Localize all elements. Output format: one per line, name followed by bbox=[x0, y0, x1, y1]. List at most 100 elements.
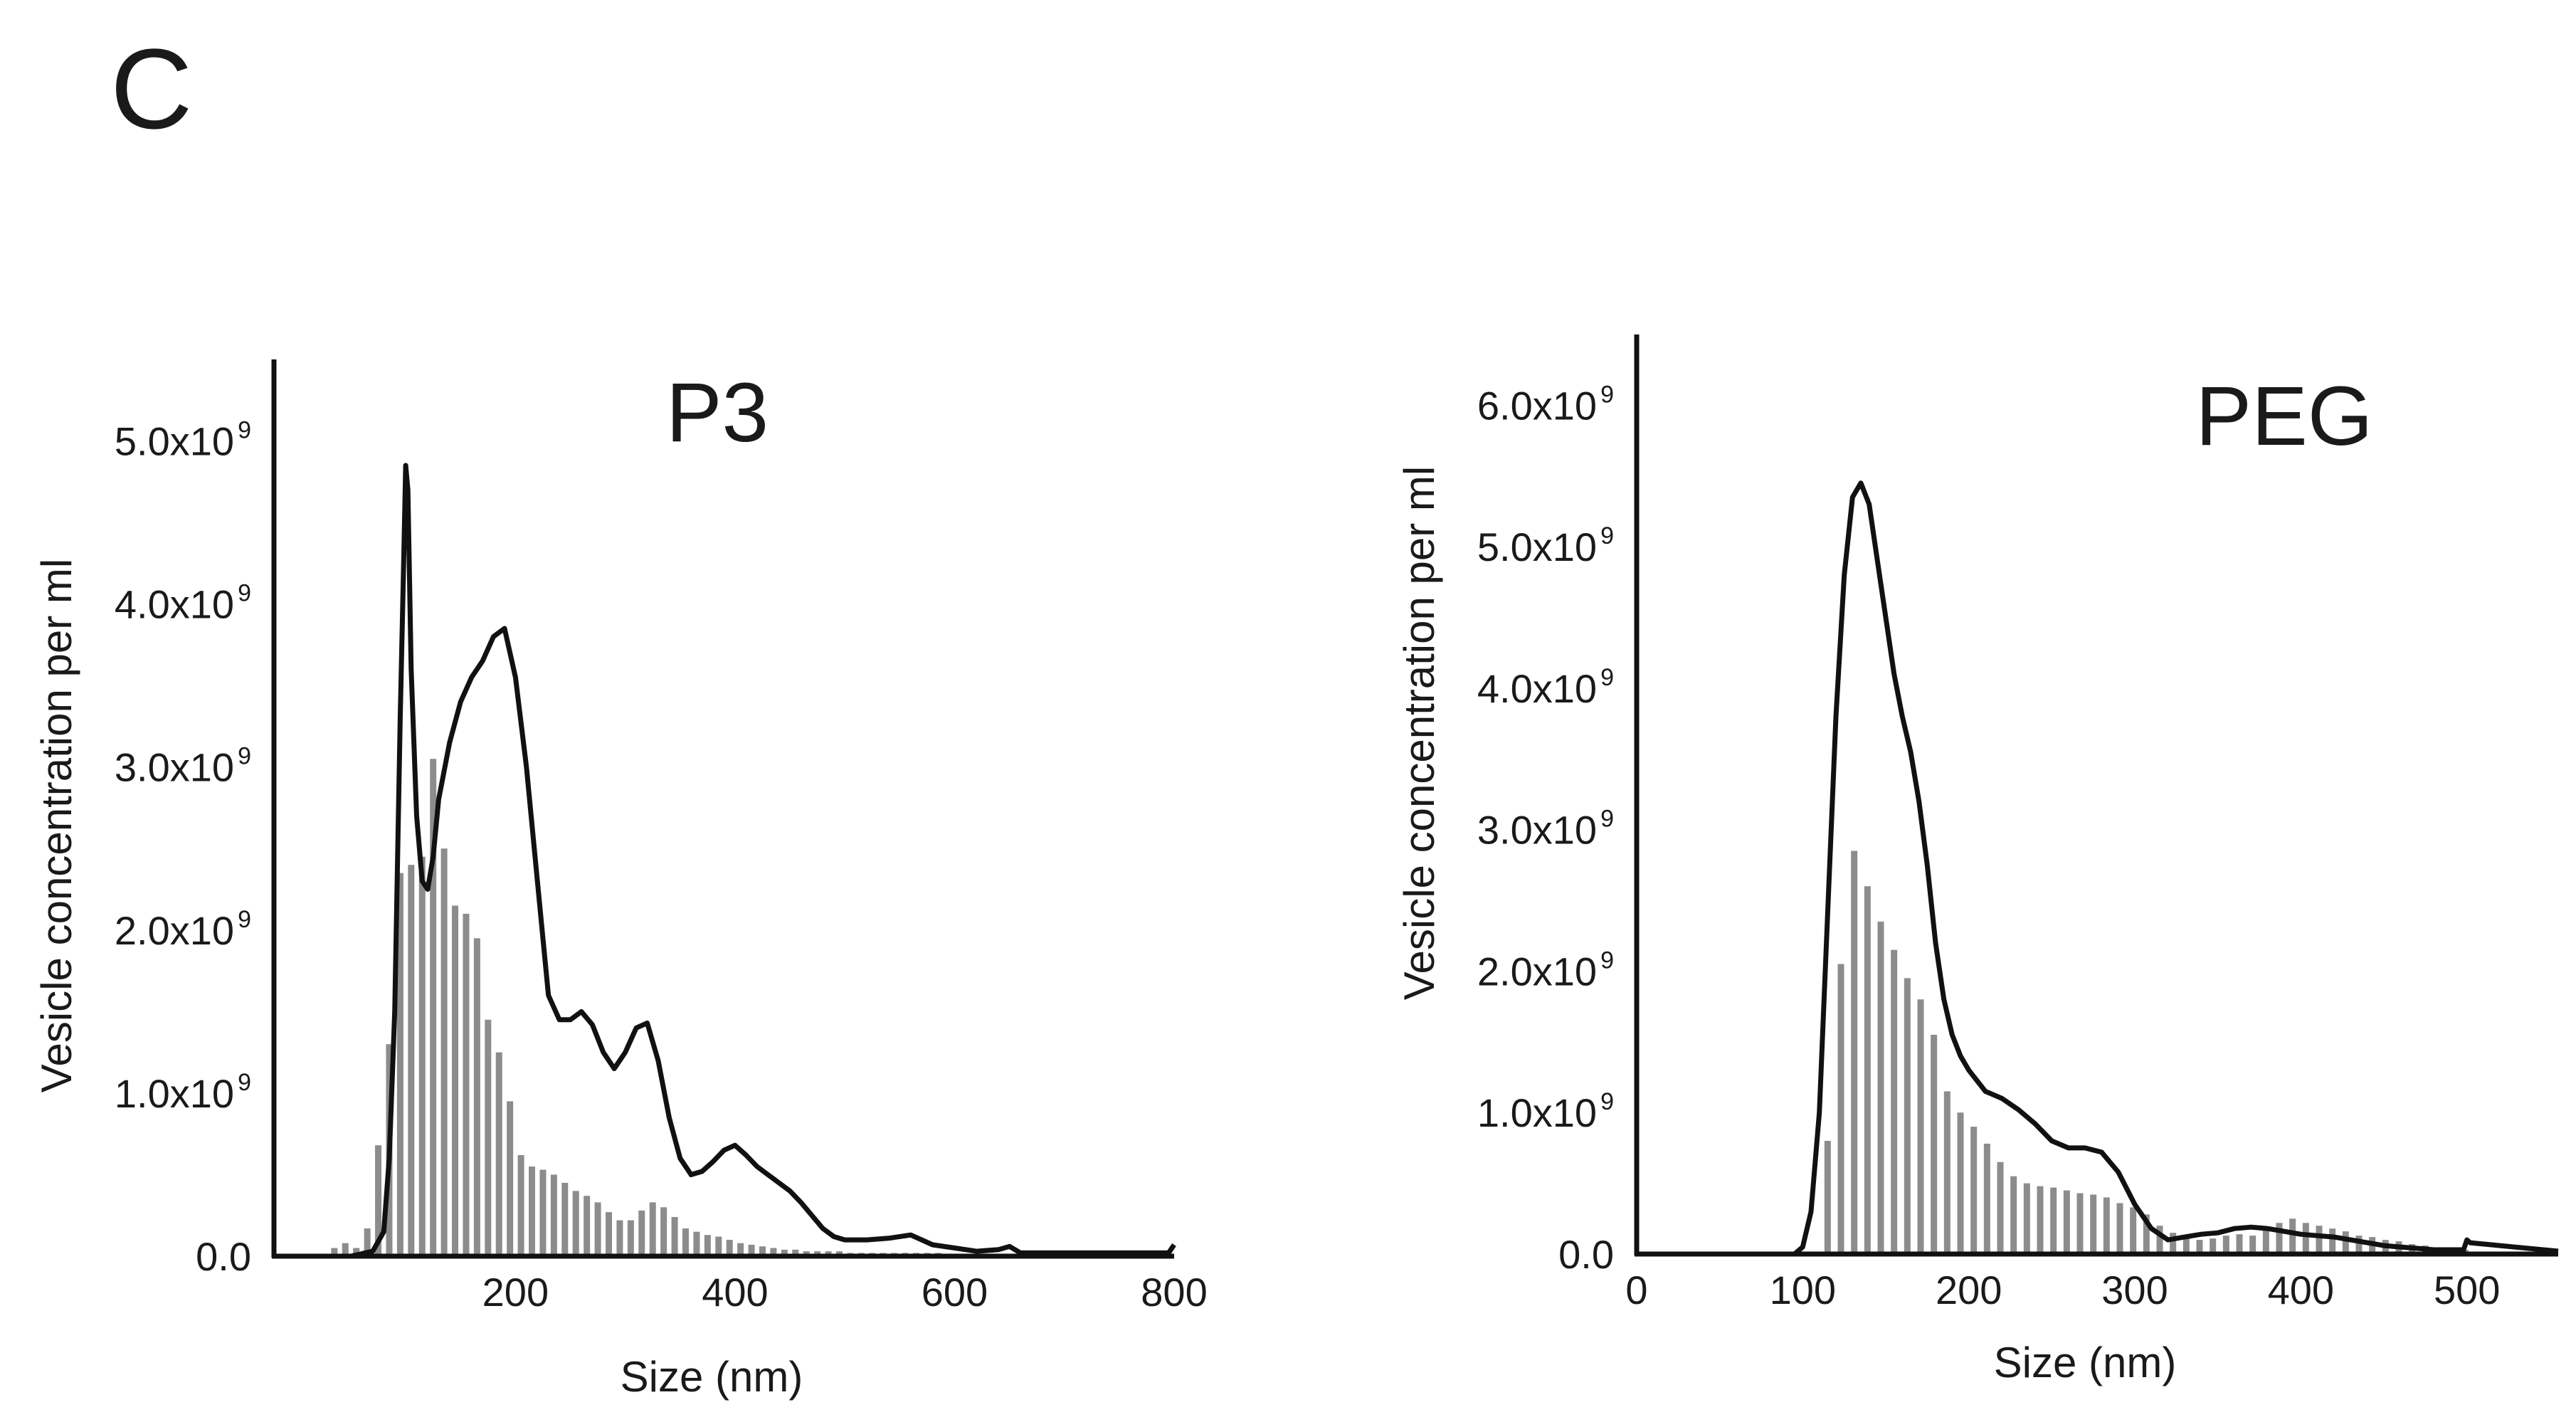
bar bbox=[627, 1220, 634, 1256]
bar bbox=[2010, 1176, 2017, 1254]
bar bbox=[2355, 1236, 2363, 1254]
y-tick-exponent: 9 bbox=[238, 906, 251, 933]
y-tick-exponent: 9 bbox=[238, 417, 251, 444]
y-tick-label: 4.0x10 bbox=[1477, 666, 1597, 711]
x-axis-label: Size (nm) bbox=[1994, 1339, 2177, 1386]
bar bbox=[2249, 1236, 2256, 1254]
bar bbox=[2316, 1226, 2323, 1254]
bar bbox=[440, 848, 448, 1256]
bar bbox=[2130, 1207, 2137, 1254]
bar bbox=[418, 856, 426, 1256]
bar bbox=[704, 1235, 711, 1256]
bar bbox=[2196, 1240, 2203, 1254]
bar bbox=[2076, 1193, 2084, 1254]
bar bbox=[485, 1019, 492, 1256]
bar bbox=[682, 1228, 690, 1256]
y-axis-label: Vesicle concentration per ml bbox=[1395, 466, 1443, 1000]
bar bbox=[770, 1248, 777, 1256]
y-tick-label: 3.0x10 bbox=[115, 745, 234, 790]
y-tick-label: 5.0x10 bbox=[115, 419, 234, 464]
bar bbox=[2116, 1203, 2123, 1254]
line-series bbox=[1637, 480, 2559, 1257]
bar bbox=[2276, 1223, 2283, 1254]
bar bbox=[2170, 1233, 2177, 1254]
bar bbox=[2329, 1228, 2336, 1254]
bar bbox=[737, 1243, 744, 1256]
y-tick-exponent: 9 bbox=[238, 743, 251, 770]
x-tick-label: 200 bbox=[482, 1270, 549, 1315]
y-tick-label: 2.0x10 bbox=[1477, 949, 1597, 994]
y-tick-exponent: 9 bbox=[1600, 381, 1614, 408]
bar bbox=[2302, 1223, 2309, 1254]
y-tick-exponent: 9 bbox=[1600, 1088, 1614, 1115]
x-tick-label: 800 bbox=[1141, 1270, 1207, 1315]
x-tick-label: 500 bbox=[2434, 1268, 2500, 1312]
axes bbox=[271, 359, 1174, 1259]
bar bbox=[396, 873, 403, 1256]
x-tick-label: 600 bbox=[922, 1270, 988, 1315]
bar bbox=[364, 1228, 371, 1256]
bar bbox=[2050, 1187, 2057, 1254]
x-tick-label: 200 bbox=[1936, 1268, 2002, 1312]
bar bbox=[1983, 1143, 1990, 1254]
y-tick-exponent: 9 bbox=[1600, 947, 1614, 974]
y-tick-exponent: 9 bbox=[238, 1069, 251, 1096]
bar bbox=[561, 1182, 569, 1256]
bar bbox=[594, 1202, 601, 1256]
bar bbox=[649, 1202, 656, 1256]
bar bbox=[606, 1212, 613, 1256]
y-tick-label: 6.0x10 bbox=[1477, 383, 1597, 428]
bar bbox=[2262, 1230, 2269, 1254]
bar-series bbox=[1824, 850, 2469, 1254]
bar bbox=[1904, 978, 1911, 1254]
bar bbox=[2210, 1238, 2217, 1254]
bar bbox=[748, 1244, 755, 1256]
bar bbox=[1824, 1140, 1831, 1254]
bar bbox=[616, 1220, 623, 1256]
bar bbox=[342, 1243, 349, 1256]
bar bbox=[1997, 1162, 2004, 1254]
chart-title: PEG bbox=[2195, 369, 2372, 463]
x-tick-label: 400 bbox=[702, 1270, 768, 1315]
x-axis-label: Size (nm) bbox=[621, 1353, 803, 1401]
bar bbox=[375, 1145, 382, 1256]
bar bbox=[463, 913, 470, 1256]
y-tick-exponent: 9 bbox=[1600, 806, 1614, 833]
y-axis-label: Vesicle concentration per ml bbox=[33, 559, 80, 1092]
bar bbox=[2182, 1237, 2190, 1254]
bar bbox=[2289, 1218, 2296, 1254]
bar bbox=[1943, 1091, 1951, 1254]
bar bbox=[2037, 1186, 2044, 1254]
y-tick-exponent: 9 bbox=[1600, 522, 1614, 549]
y-tick-labels: 0.01.0x10 92.0x10 93.0x10 94.0x10 95.0x10 9 bbox=[115, 417, 251, 1279]
bar bbox=[715, 1236, 722, 1256]
bar bbox=[2156, 1226, 2163, 1254]
x-tick-label: 300 bbox=[2101, 1268, 2168, 1312]
bar bbox=[1957, 1112, 1964, 1254]
bar bbox=[2023, 1183, 2030, 1254]
bar bbox=[1837, 964, 1844, 1254]
bar bbox=[1851, 850, 1858, 1254]
bar bbox=[1864, 886, 1871, 1254]
bar bbox=[638, 1210, 645, 1256]
y-tick-labels: 0.01.0x10 92.0x10 93.0x10 94.0x10 95.0x10 96.… bbox=[1477, 381, 1614, 1277]
bar bbox=[726, 1240, 733, 1256]
bar bbox=[517, 1154, 524, 1256]
bar bbox=[1931, 1034, 1938, 1254]
bar bbox=[693, 1231, 700, 1256]
bar bbox=[671, 1217, 678, 1256]
bar bbox=[539, 1169, 547, 1256]
bar bbox=[473, 938, 480, 1256]
y-tick-label: 0.0 bbox=[1558, 1232, 1614, 1277]
y-tick-label: 1.0x10 bbox=[1477, 1090, 1597, 1135]
bar bbox=[2143, 1214, 2150, 1254]
bar bbox=[2063, 1190, 2070, 1254]
axes bbox=[1634, 335, 2558, 1257]
bar bbox=[529, 1166, 536, 1256]
y-tick-exponent: 9 bbox=[1600, 664, 1614, 691]
bar bbox=[781, 1249, 788, 1256]
bar bbox=[1877, 921, 1884, 1254]
bar bbox=[2222, 1236, 2229, 1254]
panel-letter: C bbox=[110, 25, 193, 152]
chart-peg: PEG 0.01.0x10 92.0x10 93.0x10 94.0x10 95.0x1… bbox=[1395, 335, 2559, 1386]
